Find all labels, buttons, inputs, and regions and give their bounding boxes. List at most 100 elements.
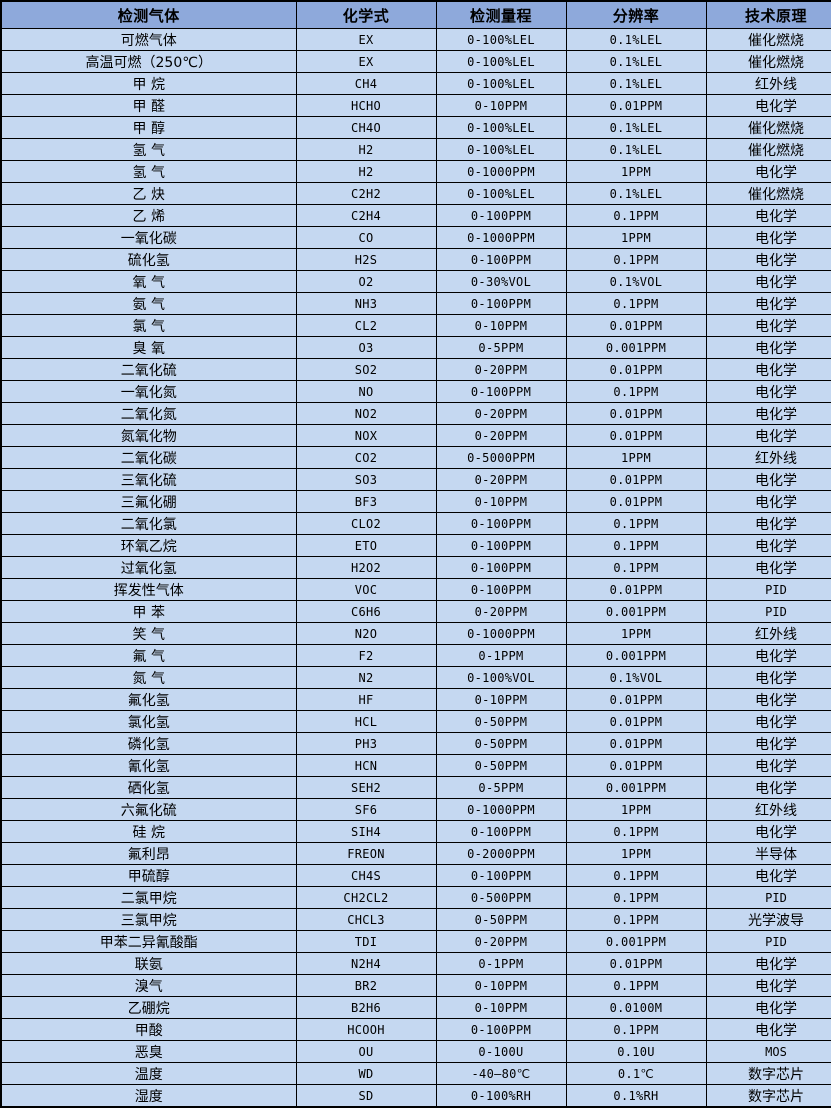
cell-technology: 电化学 — [705, 534, 831, 557]
cell-formula: O3 — [295, 336, 437, 359]
cell-range: 0-100%LEL — [435, 116, 567, 139]
cell-formula: F2 — [295, 644, 437, 667]
cell-formula: H2O2 — [295, 556, 437, 579]
cell-gas: 氮 气 — [0, 666, 297, 689]
cell-gas: 氟 气 — [0, 644, 297, 667]
cell-resolution: 0.1PPM — [565, 556, 707, 579]
cell-range: 0-500PPM — [435, 886, 567, 909]
cell-technology: 半导体 — [705, 842, 831, 865]
cell-technology: 电化学 — [705, 1018, 831, 1041]
cell-resolution: 0.1%RH — [565, 1084, 707, 1108]
cell-formula: CH4S — [295, 864, 437, 887]
cell-gas: 甲酸 — [0, 1018, 297, 1041]
cell-resolution: 0.1PPM — [565, 820, 707, 843]
cell-formula: N2O — [295, 622, 437, 645]
cell-technology: 电化学 — [705, 248, 831, 271]
cell-gas: 环氧乙烷 — [0, 534, 297, 557]
cell-technology: 电化学 — [705, 424, 831, 447]
cell-range: 0-100%LEL — [435, 50, 567, 73]
cell-gas: 三氯甲烷 — [0, 908, 297, 931]
cell-resolution: 0.1PPM — [565, 292, 707, 315]
cell-gas: 乙硼烷 — [0, 996, 297, 1019]
cell-resolution: 0.01PPM — [565, 314, 707, 337]
cell-formula: CLO2 — [295, 512, 437, 535]
cell-technology: 电化学 — [705, 864, 831, 887]
cell-gas: 二氧化硫 — [0, 358, 297, 381]
cell-range: 0-100PPM — [435, 292, 567, 315]
cell-resolution: 0.01PPM — [565, 578, 707, 601]
cell-range: 0-50PPM — [435, 754, 567, 777]
cell-formula: N2H4 — [295, 952, 437, 975]
cell-formula: NOX — [295, 424, 437, 447]
cell-gas: 三氟化硼 — [0, 490, 297, 513]
cell-resolution: 0.10U — [565, 1040, 707, 1063]
cell-gas: 一氧化氮 — [0, 380, 297, 403]
cell-technology: 催化燃烧 — [705, 50, 831, 73]
cell-gas: 臭 氧 — [0, 336, 297, 359]
cell-formula: H2 — [295, 138, 437, 161]
cell-gas: 氰化氢 — [0, 754, 297, 777]
cell-technology: 电化学 — [705, 380, 831, 403]
cell-resolution: 0.1PPM — [565, 248, 707, 271]
cell-range: 0-100PPM — [435, 864, 567, 887]
cell-formula: C2H2 — [295, 182, 437, 205]
cell-gas: 甲 醛 — [0, 94, 297, 117]
cell-resolution: 0.01PPM — [565, 952, 707, 975]
cell-resolution: 0.01PPM — [565, 424, 707, 447]
cell-technology: 电化学 — [705, 94, 831, 117]
cell-range: 0-50PPM — [435, 908, 567, 931]
cell-resolution: 0.1%VOL — [565, 270, 707, 293]
cell-range: 0-1000PPM — [435, 798, 567, 821]
cell-gas: 二氧化氮 — [0, 402, 297, 425]
cell-gas: 氨 气 — [0, 292, 297, 315]
cell-gas: 温度 — [0, 1062, 297, 1085]
column-header-range: 检测量程 — [435, 0, 567, 29]
column-header-resolution: 分辨率 — [565, 0, 707, 29]
cell-range: 0-1000PPM — [435, 622, 567, 645]
cell-range: 0-20PPM — [435, 402, 567, 425]
cell-technology: 电化学 — [705, 732, 831, 755]
cell-range: 0-20PPM — [435, 468, 567, 491]
cell-range: 0-20PPM — [435, 424, 567, 447]
cell-technology: 电化学 — [705, 490, 831, 513]
cell-technology: 电化学 — [705, 644, 831, 667]
cell-gas: 氮氧化物 — [0, 424, 297, 447]
cell-gas: 氯化氢 — [0, 710, 297, 733]
cell-technology: MOS — [705, 1040, 831, 1063]
cell-range: 0-20PPM — [435, 600, 567, 623]
cell-gas: 挥发性气体 — [0, 578, 297, 601]
cell-formula: SIH4 — [295, 820, 437, 843]
cell-gas: 氯 气 — [0, 314, 297, 337]
cell-resolution: 0.1%LEL — [565, 28, 707, 51]
cell-technology: 催化燃烧 — [705, 28, 831, 51]
cell-range: 0-1PPM — [435, 644, 567, 667]
cell-technology: 催化燃烧 — [705, 116, 831, 139]
cell-resolution: 1PPM — [565, 842, 707, 865]
cell-range: 0-100PPM — [435, 512, 567, 535]
cell-resolution: 1PPM — [565, 622, 707, 645]
cell-technology: 红外线 — [705, 72, 831, 95]
cell-range: 0-100%LEL — [435, 72, 567, 95]
cell-formula: NO — [295, 380, 437, 403]
column-header-gas: 检测气体 — [0, 0, 297, 29]
cell-gas: 乙 炔 — [0, 182, 297, 205]
cell-resolution: 0.001PPM — [565, 930, 707, 953]
cell-gas: 乙 烯 — [0, 204, 297, 227]
cell-technology: 电化学 — [705, 666, 831, 689]
